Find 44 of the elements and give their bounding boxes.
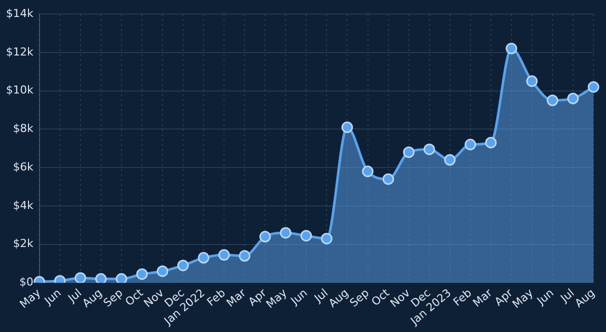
y-tick-label: $2k — [12, 237, 34, 250]
point — [403, 146, 415, 158]
point — [218, 249, 230, 261]
point — [341, 122, 353, 134]
point — [238, 250, 250, 262]
point — [464, 138, 476, 150]
y-tick-label: $4k — [12, 198, 34, 212]
point — [382, 173, 394, 185]
y-tick-label: $12k — [6, 45, 34, 58]
point — [444, 154, 456, 166]
y-tick-label: $14k — [6, 6, 34, 20]
point — [526, 75, 538, 87]
x-tick-label: Jul — [64, 286, 84, 306]
point — [362, 166, 374, 178]
x-tick-label: Mar — [224, 286, 249, 310]
point — [259, 230, 271, 242]
x-tick-label: Jun — [534, 286, 556, 308]
point — [95, 273, 107, 283]
y-tick-label: $6k — [12, 160, 34, 174]
point — [177, 260, 189, 272]
x-tick-label: May — [17, 286, 44, 311]
x-tick-label: Jun — [41, 286, 64, 308]
point — [136, 268, 148, 280]
point — [485, 136, 497, 148]
point — [280, 227, 292, 239]
point — [588, 81, 600, 93]
point — [300, 230, 312, 242]
point — [198, 252, 210, 264]
x-tick-label: Mar — [470, 286, 496, 310]
point — [506, 42, 518, 54]
point — [546, 94, 558, 106]
y-tick-label: $0 — [19, 276, 34, 289]
point — [74, 272, 86, 283]
x-tick-label: Jul — [311, 286, 330, 306]
point — [320, 232, 332, 244]
x-tick-label: Jun — [288, 286, 310, 308]
point — [424, 144, 436, 156]
point — [116, 273, 128, 283]
x-tick-label: May — [264, 286, 290, 311]
x-tick-label: Jul — [557, 286, 577, 306]
point — [567, 92, 579, 104]
y-tick-label: $8k — [12, 122, 34, 136]
y-tick-label: $10k — [6, 84, 34, 97]
point — [156, 265, 168, 277]
